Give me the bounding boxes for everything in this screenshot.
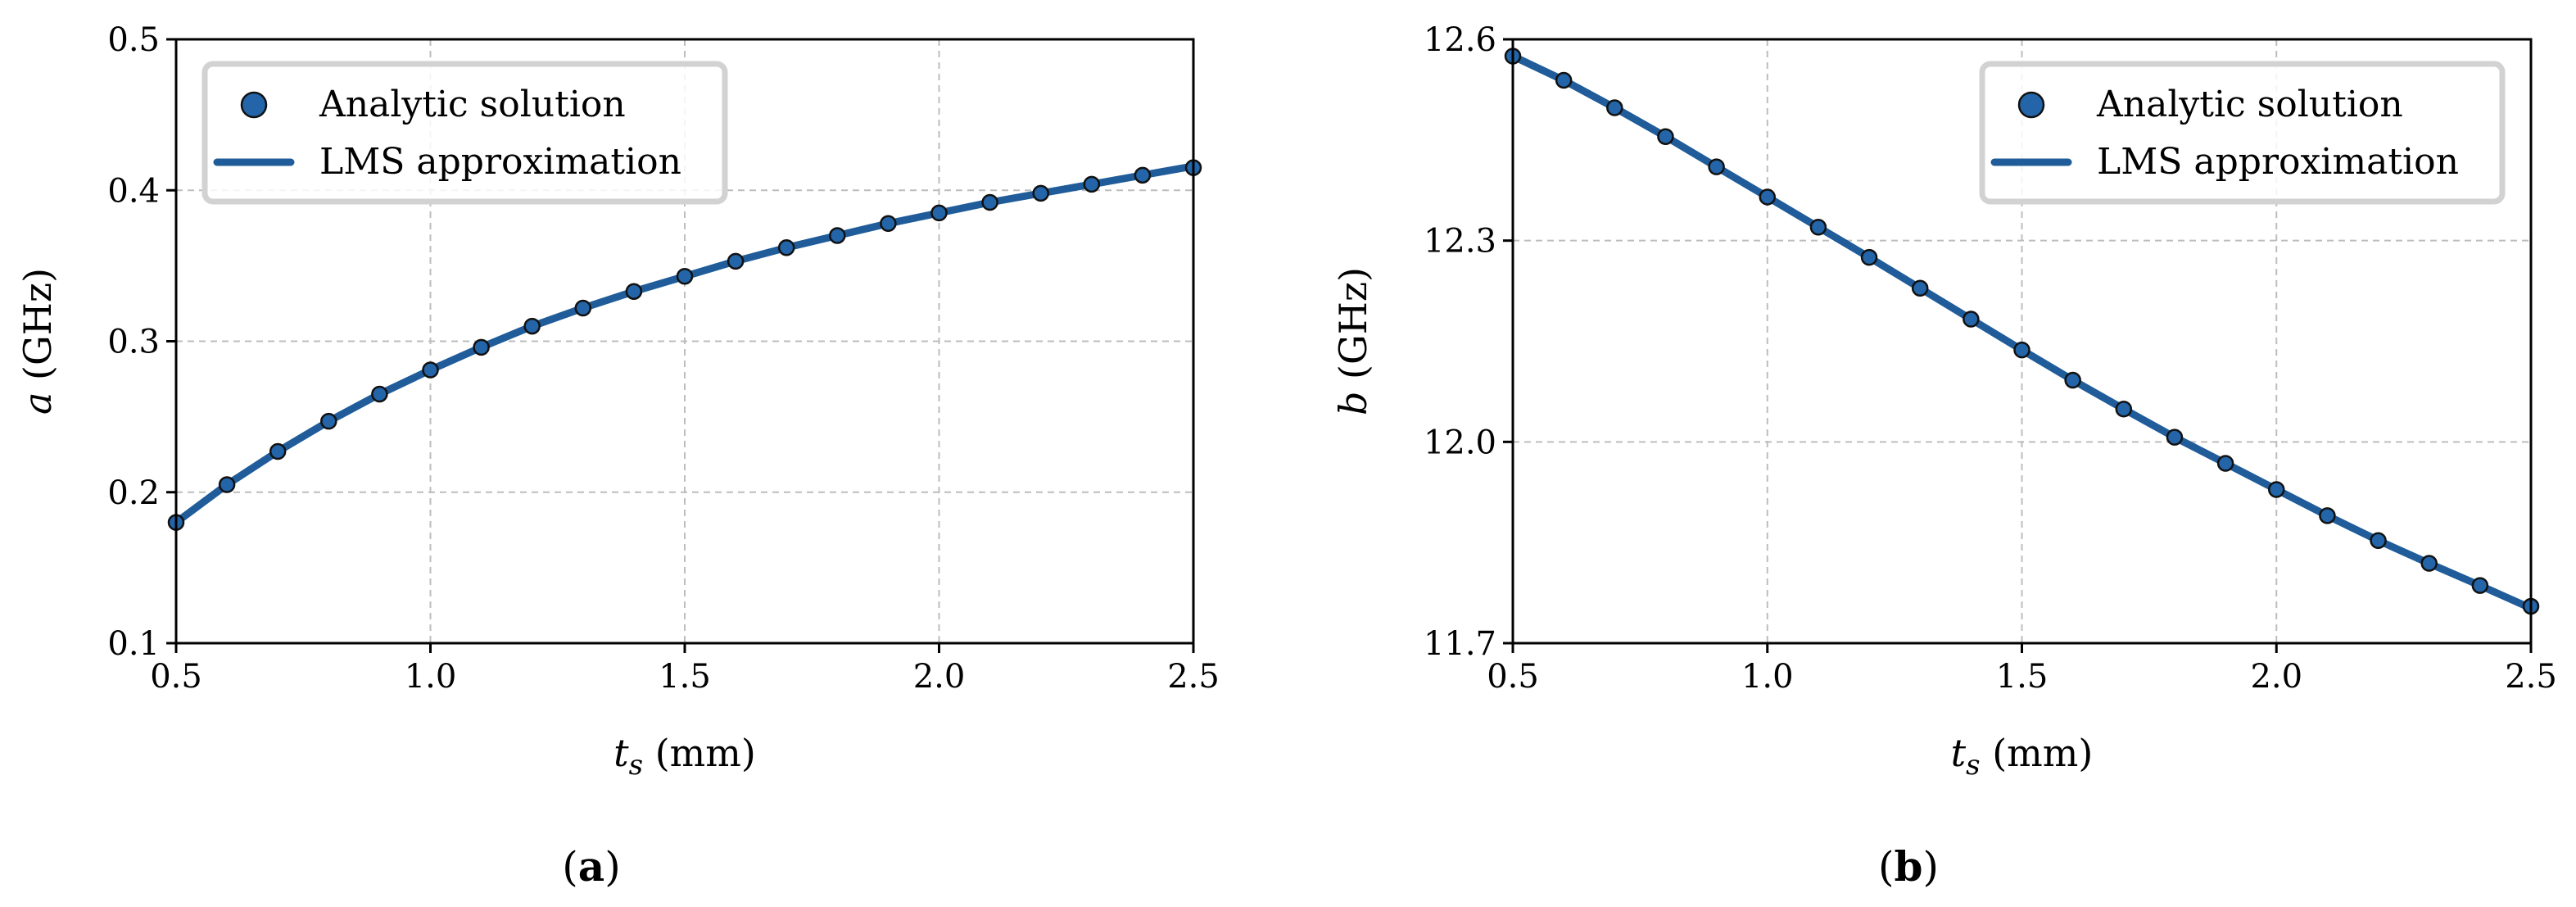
panel-a-analytic-point (777, 239, 795, 256)
panel-a-analytic-point (218, 476, 236, 493)
panel-b-legend: Analytic solution LMS approximation (1979, 61, 2506, 205)
panel-a-analytic-point (880, 215, 897, 233)
panel-a-xtick-label: 2.5 (1167, 658, 1220, 696)
legend-box (1979, 61, 2506, 205)
legend-box (201, 61, 728, 205)
panel-b-xtick-label: 1.0 (1741, 658, 1794, 696)
panel-b-analytic-point (1963, 311, 1980, 328)
panel-a-analytic-point (574, 299, 592, 317)
panel-a-analytic-point (523, 317, 541, 335)
panel-a-ytick-label: 0.5 (107, 21, 160, 59)
panel-b-analytic-point (2013, 341, 2030, 359)
legend-analytic-label: Analytic solution (2096, 84, 2403, 125)
panel-b-analytic-point (1657, 128, 1674, 145)
panel-a-analytic-point (829, 227, 846, 244)
panel-b-ytick-label: 11.7 (1424, 625, 1496, 663)
panel-b-analytic-point (2420, 555, 2438, 572)
panel-b-xtick-label: 0.5 (1487, 658, 1539, 696)
caption-a: (a) (562, 842, 620, 891)
panel-a-xtick-label: 1.5 (659, 658, 711, 696)
panel-a-legend: Analytic solution LMS approximation (201, 61, 728, 205)
panel-a-analytic-point (1032, 184, 1049, 202)
panel-b-ytick-label: 12.6 (1424, 21, 1496, 59)
legend-lms-label: LMS approximation (319, 141, 681, 183)
panel-a-analytic-point (422, 361, 439, 379)
panel-b-analytic-point (1759, 188, 1776, 206)
panel-a-ytick-label: 0.2 (107, 474, 160, 512)
panel-b-analytic-point (1606, 99, 1623, 116)
panel-b-y-axis-label: b (GHz) (1331, 267, 1375, 415)
panel-b-xtick-label: 1.5 (1996, 658, 2049, 696)
panel-b-xtick-label: 2.0 (2250, 658, 2302, 696)
panel-a-y-axis-label: a (GHz) (16, 268, 60, 415)
panel-a-analytic-point (727, 252, 745, 270)
legend-analytic-marker (2017, 91, 2045, 119)
panel-b-ytick-label: 12.3 (1424, 223, 1496, 261)
panel-a-analytic-point (1083, 175, 1101, 193)
panel-a-analytic-point (930, 204, 948, 222)
panel-a-analytic-point (371, 385, 388, 403)
panel-b-analytic-point (1555, 71, 1573, 89)
panel-b-analytic-point (2216, 455, 2234, 472)
panel-a-analytic-point (676, 268, 694, 285)
panel-b-analytic-point (1708, 158, 1725, 175)
panel-b-analytic-point (1911, 279, 1929, 297)
legend-lms-label: LMS approximation (2097, 141, 2459, 183)
panel-a-xtick-label: 1.0 (405, 658, 457, 696)
legend-analytic-label: Analytic solution (319, 84, 626, 125)
panel-b-analytic-point (2064, 371, 2081, 389)
panel-b-analytic-point (1809, 219, 1827, 236)
panel-b-analytic-point (2166, 429, 2184, 446)
panel-b-ytick-label: 12.0 (1424, 424, 1496, 461)
panel-b-analytic-point (2319, 507, 2336, 524)
panel-a-ytick-label: 0.3 (107, 324, 160, 361)
panel-a-analytic-point (981, 193, 998, 211)
panel-a-xtick-label: 2.0 (913, 658, 966, 696)
panel-a-analytic-point (1134, 166, 1152, 184)
panel-a-analytic-point (320, 412, 337, 430)
panel-a-xtick-label: 0.5 (150, 658, 202, 696)
panel-b-x-axis-label: ts (mm) (1951, 731, 2094, 782)
panel-a-x-axis-label: ts (mm) (613, 731, 756, 782)
panel-b-xtick-label: 2.5 (2505, 658, 2557, 696)
panel-b-analytic-point (2268, 481, 2285, 498)
panel-a-ytick-label: 0.4 (107, 172, 160, 210)
panel-a-ytick-label: 0.1 (107, 625, 160, 663)
caption-b: (b) (1878, 842, 1939, 891)
panel-b-analytic-point (1860, 248, 1878, 266)
panel-a-analytic-point (473, 338, 490, 356)
legend-analytic-marker (240, 91, 268, 119)
panel-a-analytic-point (269, 442, 287, 460)
panel-b-chart: 0.5 1.0 1.5 2.0 2.5 11.7 12.0 12.3 12.6 ts (mm) b … (1331, 21, 2557, 782)
panel-b-analytic-point (2370, 532, 2387, 549)
panel-b-analytic-point (2115, 400, 2133, 418)
panel-b-analytic-point (2471, 577, 2489, 594)
panel-a-chart: 0.5 1.0 1.5 2.0 2.5 0.1 0.2 0.3 0.4 0.5 ts (mm) a (… (16, 21, 1220, 782)
panel-a-analytic-point (625, 283, 643, 300)
